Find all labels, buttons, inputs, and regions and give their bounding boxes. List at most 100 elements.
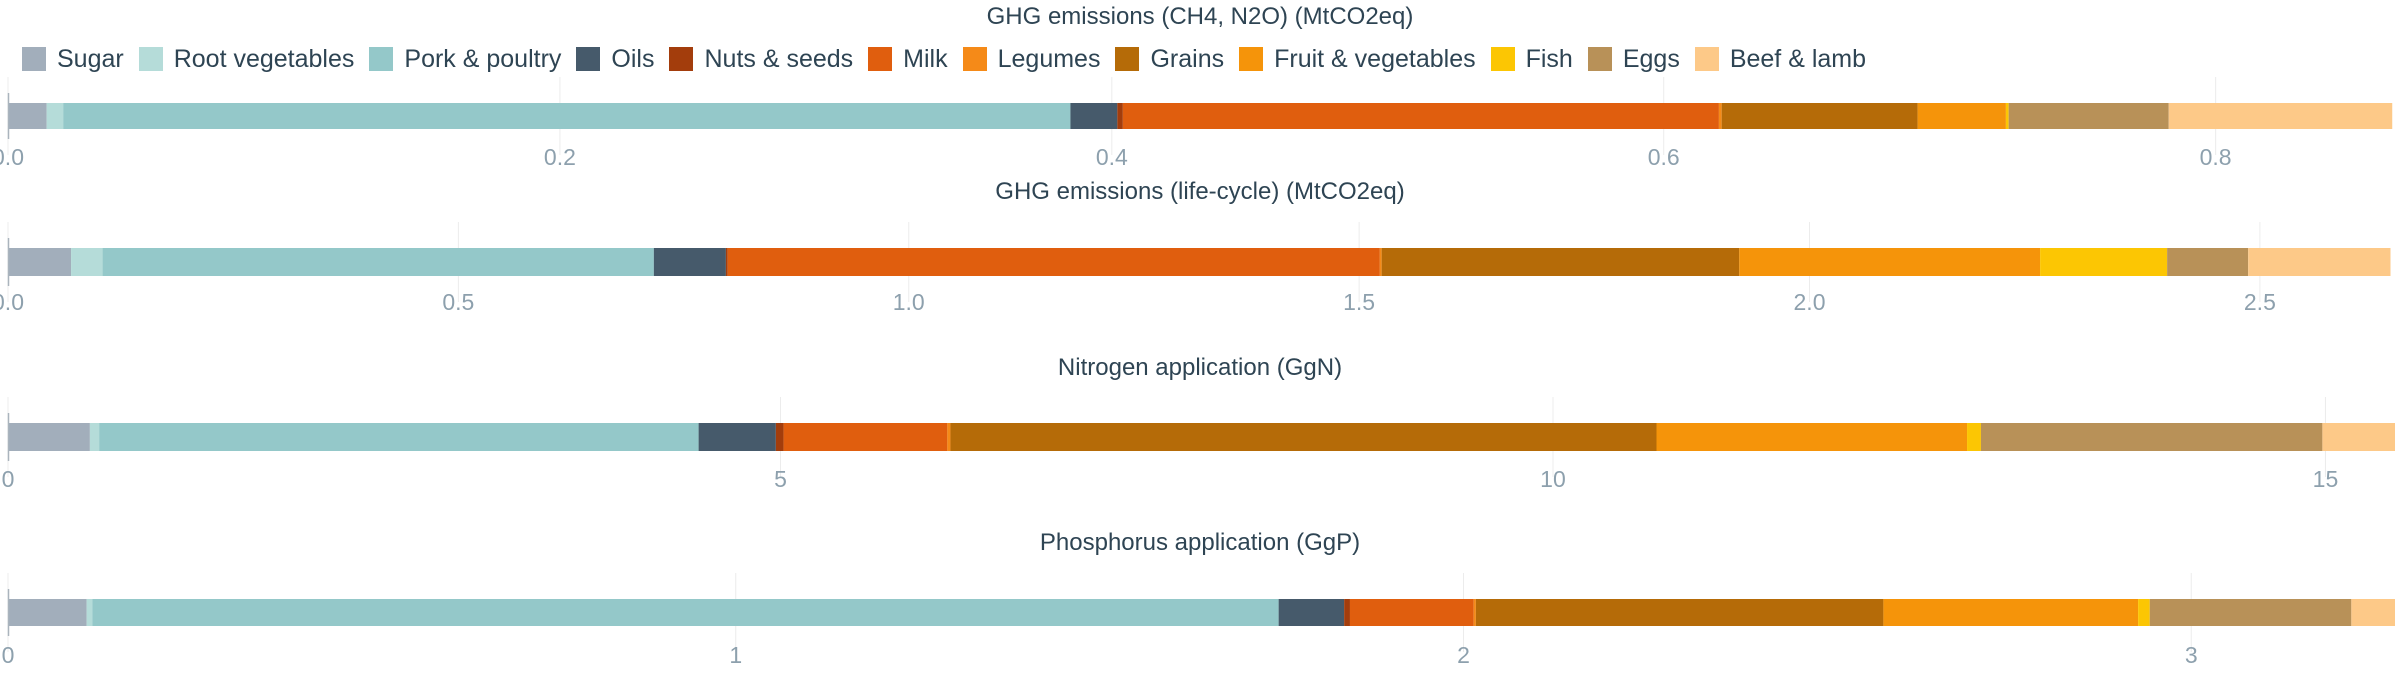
tick-label: 0.5 (442, 289, 474, 315)
bar-segment-fish[interactable] (2040, 248, 2168, 276)
bar-segment-grains[interactable] (950, 423, 1657, 451)
legend-item-eggs[interactable]: Eggs (1587, 44, 1680, 74)
bar-segment-fish[interactable] (2138, 599, 2150, 626)
legend-label: Sugar (57, 44, 124, 73)
legend-item-fruit-vegetables[interactable]: Fruit & vegetables (1239, 45, 1476, 74)
legend-swatch (1115, 47, 1140, 71)
chart-title: Phosphorus application (GgP) (1040, 529, 1360, 556)
bar-segment-nuts-seeds[interactable] (1344, 599, 1350, 626)
tick-label: 3 (2185, 642, 2198, 668)
legend-item-legumes[interactable]: Legumes (962, 45, 1100, 74)
bar-segment-nuts-seeds[interactable] (1117, 103, 1123, 129)
bar-segment-milk[interactable] (727, 248, 1380, 276)
bar-segment-beef-lamb[interactable] (2248, 248, 2391, 276)
legend-label: Eggs (1622, 44, 1680, 73)
legend-swatch (1694, 47, 1719, 71)
tick-label: 1 (729, 642, 742, 668)
tick-label: 0 (2, 642, 15, 668)
bar-segment-legumes[interactable] (947, 423, 951, 451)
bar-segment-beef-lamb[interactable] (2322, 423, 2395, 451)
legend-swatch (1239, 47, 1264, 71)
chart-panel-0: GHG emissions (CH4, N2O) (MtCO2eq) 0.0 0.2… (0, 3, 2393, 170)
bar-segment-fruit-vegetables[interactable] (1739, 248, 2041, 276)
legend-label: Oils (611, 44, 655, 73)
bar-segment-oils[interactable] (653, 248, 726, 276)
bar-segment-root-vegetables[interactable] (89, 423, 100, 451)
bar-segment-pork-poultry[interactable] (102, 248, 654, 276)
legend-label: Fish (1525, 44, 1573, 73)
bar-segment-legumes[interactable] (1718, 103, 1722, 129)
tick-label: 2.0 (1794, 289, 1826, 315)
bar-segment-beef-lamb[interactable] (2351, 599, 2395, 626)
bar-segment-milk[interactable] (1122, 103, 1719, 129)
bar-segment-grains[interactable] (1475, 599, 1884, 626)
bar-segment-eggs[interactable] (2149, 599, 2352, 626)
bar-segment-legumes[interactable] (1379, 248, 1382, 276)
chart-panel-2: Nitrogen application (GgN) 0 5 10 15 (2, 354, 2395, 492)
legend-item-pork-poultry[interactable]: Pork & poultry (369, 45, 561, 74)
legend-item-beef-lamb[interactable]: Beef & lamb (1694, 44, 1867, 74)
bar-segment-eggs[interactable] (2008, 103, 2169, 129)
bar-segment-eggs[interactable] (1980, 423, 2323, 451)
chart-panel-1: GHG emissions (life-cycle) (MtCO2eq) 0.0 0… (0, 178, 2391, 315)
legend-label: Fruit & vegetables (1274, 44, 1476, 73)
legend-item-milk[interactable]: Milk (868, 45, 948, 74)
legend-swatch (22, 47, 46, 71)
legend-swatch (138, 47, 163, 71)
tick-label: 0.4 (1096, 144, 1128, 170)
tick-label: 5 (774, 466, 787, 492)
bar-segment-milk[interactable] (783, 423, 948, 451)
bar-segment-pork-poultry[interactable] (99, 423, 699, 451)
bar-segment-fruit-vegetables[interactable] (1883, 599, 2139, 626)
bar-segment-sugar[interactable] (8, 599, 87, 626)
bar-segment-sugar[interactable] (8, 248, 72, 276)
bar-segment-oils[interactable] (1070, 103, 1118, 129)
bar-segment-root-vegetables[interactable] (86, 599, 93, 626)
bar-segment-nuts-seeds[interactable] (775, 423, 784, 451)
legend-label: Grains (1150, 44, 1225, 73)
legend-swatch (868, 47, 893, 71)
tick-label: 2 (1457, 642, 1470, 668)
bar-segment-nuts-seeds[interactable] (725, 248, 728, 276)
legend-item-sugar[interactable]: Sugar (22, 45, 124, 74)
bar-segment-fruit-vegetables[interactable] (1917, 103, 2006, 129)
legend-swatch (369, 47, 394, 71)
bar-segment-root-vegetables[interactable] (46, 103, 64, 129)
chart-title: GHG emissions (life-cycle) (MtCO2eq) (995, 178, 1404, 205)
legend-label: Beef & lamb (1729, 44, 1867, 73)
tick-label: 0.0 (0, 289, 24, 315)
legend-item-fish[interactable]: Fish (1490, 44, 1573, 74)
bar-segment-fish[interactable] (1967, 423, 1981, 451)
tick-label: 0 (2, 466, 15, 492)
tick-label: 0.0 (0, 144, 24, 170)
bar-segment-grains[interactable] (1721, 103, 1918, 129)
tick-label: 1.5 (1343, 289, 1375, 315)
legend-swatch (1587, 47, 1612, 71)
legend-item-root-vegetables[interactable]: Root vegetables (138, 45, 354, 74)
bar-segment-legumes[interactable] (1473, 599, 1476, 626)
bar-segment-pork-poultry[interactable] (63, 103, 1071, 129)
bar-segment-pork-poultry[interactable] (92, 599, 1279, 626)
bar-segment-oils[interactable] (1278, 599, 1345, 626)
legend-swatch (962, 47, 987, 71)
bar-segment-sugar[interactable] (8, 103, 47, 129)
chart-legend: Sugar Root vegetables Pork & poultry Oils Nu… (22, 42, 1881, 76)
legend-label: Pork & poultry (404, 44, 562, 73)
chart-title: Nitrogen application (GgN) (1058, 354, 1342, 381)
bar-segment-sugar[interactable] (8, 423, 90, 451)
bar-segment-eggs[interactable] (2167, 248, 2249, 276)
bar-segment-root-vegetables[interactable] (71, 248, 103, 276)
legend-item-oils[interactable]: Oils (576, 45, 654, 74)
legend-swatch (669, 47, 694, 71)
bar-segment-fruit-vegetables[interactable] (1656, 423, 1968, 451)
bar-segment-fish[interactable] (2005, 103, 2009, 129)
tick-label: 10 (1540, 466, 1566, 492)
legend-item-nuts-seeds[interactable]: Nuts & seeds (669, 45, 853, 74)
bar-segment-grains[interactable] (1381, 248, 1740, 276)
bar-segment-oils[interactable] (698, 423, 776, 451)
legend-item-grains[interactable]: Grains (1115, 45, 1224, 74)
bar-segment-milk[interactable] (1349, 599, 1474, 626)
legend-swatch (1490, 47, 1515, 71)
bar-segment-beef-lamb[interactable] (2168, 103, 2393, 129)
